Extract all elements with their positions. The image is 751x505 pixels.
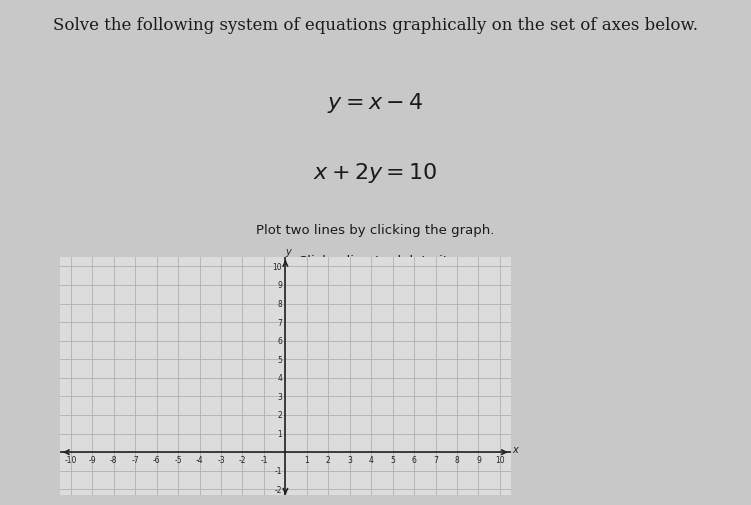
Text: 9: 9	[476, 455, 481, 464]
Text: 3: 3	[347, 455, 352, 464]
Text: 1: 1	[277, 429, 282, 438]
Text: -2: -2	[275, 485, 282, 494]
Text: -8: -8	[110, 455, 117, 464]
Text: -1: -1	[275, 466, 282, 475]
Text: -7: -7	[131, 455, 139, 464]
Text: 6: 6	[412, 455, 417, 464]
Text: -4: -4	[196, 455, 204, 464]
Text: Click a line to delete it.: Click a line to delete it.	[298, 255, 453, 268]
Text: 4: 4	[369, 455, 374, 464]
Text: Solve the following system of equations graphically on the set of axes below.: Solve the following system of equations …	[53, 17, 698, 34]
Text: 5: 5	[277, 355, 282, 364]
Text: 8: 8	[454, 455, 460, 464]
Text: 7: 7	[277, 318, 282, 327]
Text: 6: 6	[277, 336, 282, 345]
Text: 8: 8	[277, 299, 282, 309]
Text: -2: -2	[239, 455, 246, 464]
Text: -1: -1	[260, 455, 267, 464]
Text: 4: 4	[277, 374, 282, 383]
Text: -3: -3	[217, 455, 225, 464]
Text: 3: 3	[277, 392, 282, 401]
Text: -9: -9	[89, 455, 96, 464]
Text: y: y	[285, 246, 291, 257]
Text: 2: 2	[326, 455, 330, 464]
Text: 10: 10	[273, 262, 282, 271]
Text: -10: -10	[65, 455, 77, 464]
Text: 2: 2	[277, 411, 282, 420]
Text: -5: -5	[174, 455, 182, 464]
Text: 7: 7	[433, 455, 438, 464]
Text: 5: 5	[391, 455, 395, 464]
Text: $y = x - 4$: $y = x - 4$	[327, 91, 424, 115]
Text: 10: 10	[495, 455, 505, 464]
Text: 1: 1	[304, 455, 309, 464]
Text: $x + 2y = 10$: $x + 2y = 10$	[313, 160, 438, 184]
Text: Plot two lines by clicking the graph.: Plot two lines by clicking the graph.	[256, 224, 495, 237]
Text: x: x	[511, 444, 517, 454]
Text: -6: -6	[152, 455, 161, 464]
Text: 9: 9	[277, 281, 282, 290]
